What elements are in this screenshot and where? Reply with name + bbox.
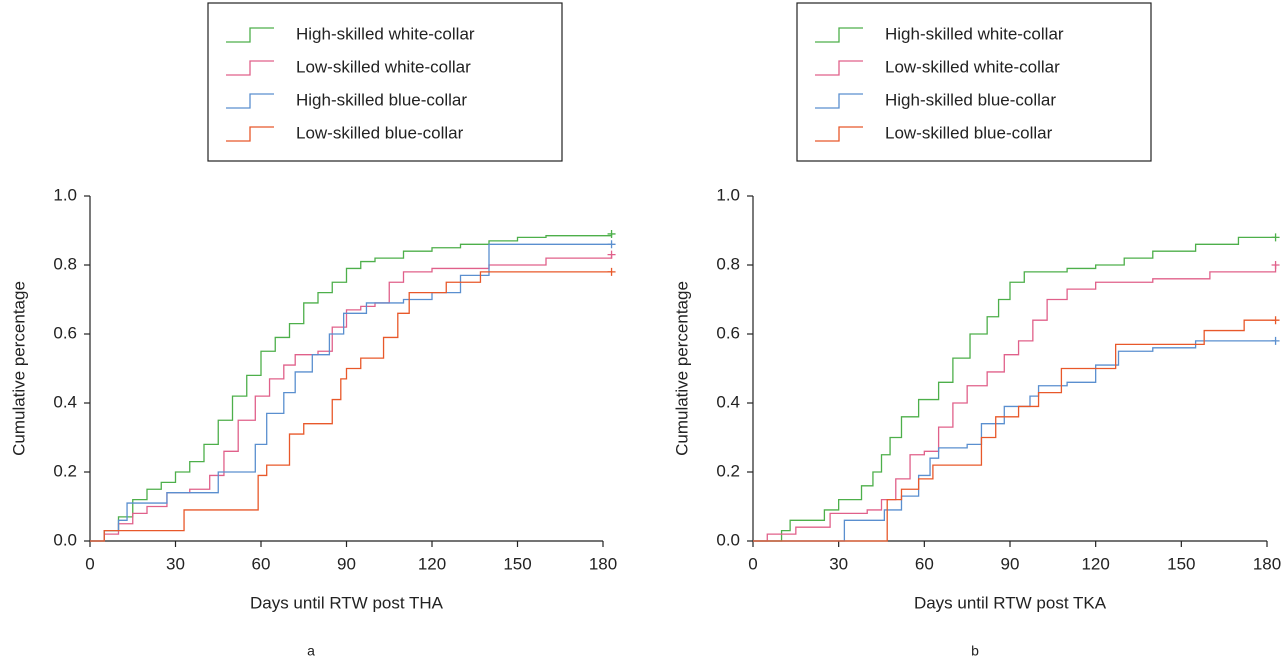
censor-mark [607,240,616,249]
y-tick-label: 0.2 [53,461,77,480]
legend-label: High-skilled blue-collar [296,90,467,109]
x-axis-label: Days until RTW post TKA [914,593,1107,612]
km-curve [90,243,612,542]
legend-label: Low-skilled blue-collar [885,123,1053,142]
x-tick-label: 180 [1253,554,1281,573]
legend-label: Low-skilled white-collar [296,57,471,76]
km-curve [90,254,613,542]
km-curve [753,340,1276,542]
legend-swatch [226,93,274,109]
censor-mark [607,267,616,276]
censor-mark [607,250,616,259]
x-tick-label: 150 [503,554,531,573]
y-tick-label: 1.0 [716,185,740,204]
km-curve [753,265,1277,542]
x-tick-label: 60 [915,554,934,573]
x-tick-label: 180 [589,554,617,573]
km-curve [753,236,1276,542]
legend-label: Low-skilled blue-collar [296,123,464,142]
legend-label: High-skilled white-collar [885,24,1064,43]
y-tick-label: 0.8 [716,254,740,273]
y-axis-label: Cumulative percentage [9,281,28,456]
legend-swatch [815,126,863,142]
x-tick-label: 30 [829,554,848,573]
legend-swatch [226,126,274,142]
y-tick-label: 1.0 [53,185,77,204]
panel-label: a [307,643,315,659]
km-curve [90,233,613,542]
y-tick-label: 0.0 [716,530,740,549]
km-curve [90,271,612,542]
censor-mark [1271,261,1280,269]
km-curve [753,319,1276,542]
x-tick-label: 120 [1081,554,1109,573]
x-tick-label: 90 [337,554,356,573]
legend-swatch [226,60,274,76]
x-tick-label: 150 [1167,554,1195,573]
x-tick-label: 60 [252,554,271,573]
legend-swatch [815,60,863,76]
y-tick-label: 0.8 [53,254,77,273]
censor-mark [1271,316,1280,325]
x-tick-label: 30 [166,554,185,573]
x-tick-label: 90 [1001,554,1020,573]
legend-swatch [226,27,274,43]
legend-box [207,2,563,162]
legend-box [796,2,1152,162]
y-tick-label: 0.4 [53,392,77,411]
y-axis-label: Cumulative percentage [672,281,691,456]
legend-swatch [815,27,863,43]
x-tick-label: 120 [418,554,446,573]
censor-mark [607,229,616,238]
y-tick-label: 0.6 [716,323,740,342]
y-tick-label: 0.2 [716,461,740,480]
censor-mark [1271,336,1280,345]
legend-label: High-skilled white-collar [296,24,475,43]
x-axis-label: Days until RTW post THA [250,593,444,612]
x-tick-label: 0 [85,554,94,573]
legend-label: High-skilled blue-collar [885,90,1056,109]
legend-swatch [815,93,863,109]
censor-mark [1271,233,1280,242]
x-tick-label: 0 [748,554,757,573]
y-tick-label: 0.0 [53,530,77,549]
y-tick-label: 0.6 [53,323,77,342]
y-tick-label: 0.4 [716,392,740,411]
panel-label: b [971,643,979,659]
legend-label: Low-skilled white-collar [885,57,1060,76]
